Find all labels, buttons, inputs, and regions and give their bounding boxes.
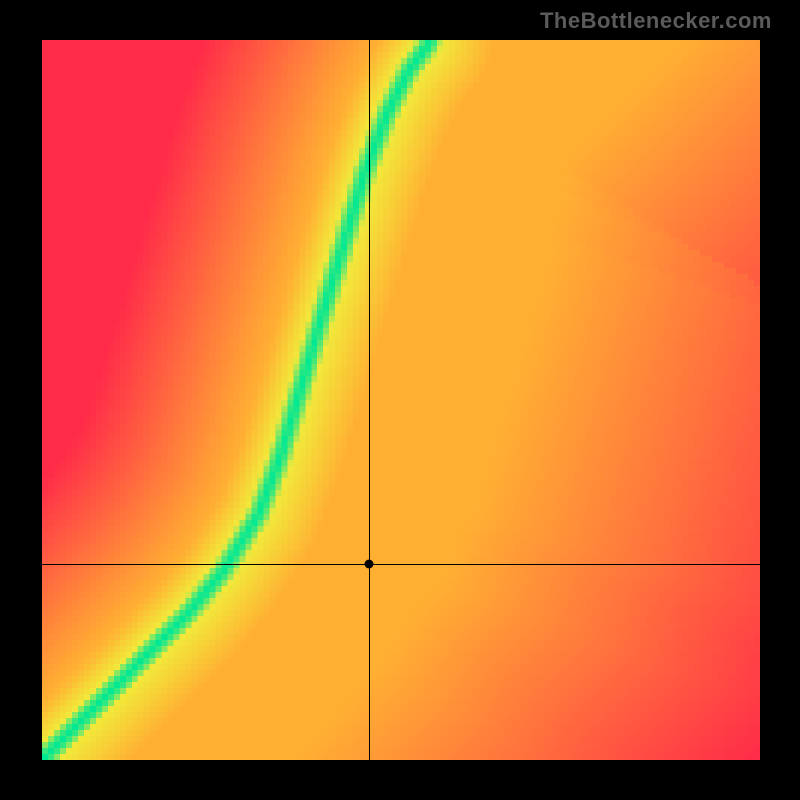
crosshair-horizontal — [42, 564, 760, 565]
watermark-text: TheBottlenecker.com — [540, 8, 772, 34]
crosshair-marker[interactable] — [364, 560, 373, 569]
crosshair-vertical — [369, 40, 370, 760]
heatmap-canvas — [42, 40, 760, 760]
heatmap-plot — [42, 40, 760, 760]
